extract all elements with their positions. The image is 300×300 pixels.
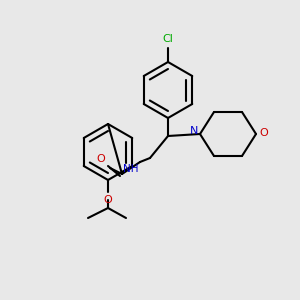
Text: NH: NH xyxy=(122,164,138,174)
Text: Cl: Cl xyxy=(163,34,173,44)
Text: O: O xyxy=(96,154,105,164)
Text: N: N xyxy=(190,126,198,136)
Text: O: O xyxy=(103,195,112,205)
Text: O: O xyxy=(259,128,268,138)
